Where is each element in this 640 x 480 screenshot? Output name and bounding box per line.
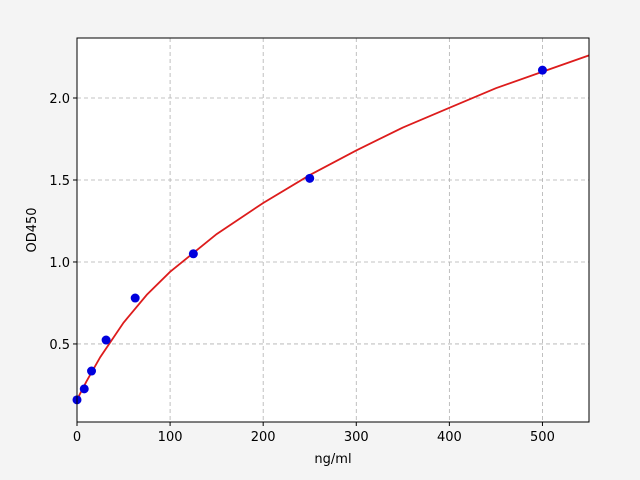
x-tick-label: 300	[344, 430, 369, 445]
marks	[72, 54, 590, 405]
ticks: 0 100 200 300 400 500 0.5 1.0 1.5 2.0	[49, 92, 555, 445]
data-point	[79, 384, 89, 394]
x-tick-label: 0	[73, 430, 81, 445]
x-tick-label: 200	[251, 430, 276, 445]
data-point	[537, 65, 547, 75]
data-point	[130, 293, 140, 303]
data-point	[305, 173, 315, 183]
y-tick-label: 1.0	[49, 256, 70, 271]
x-tick-label: 100	[158, 430, 183, 445]
y-tick-label: 1.5	[49, 174, 70, 189]
y-axis-label: OD450	[25, 207, 40, 252]
plot-frame	[76, 37, 590, 423]
data-point	[188, 249, 198, 259]
x-tick-label: 500	[530, 430, 555, 445]
y-tick-label: 2.0	[49, 92, 70, 107]
x-axis-label: ng/ml	[314, 452, 351, 467]
x-tick-label: 400	[437, 430, 462, 445]
y-tick-label: 0.5	[49, 338, 70, 353]
data-point	[87, 366, 97, 376]
fit-curve	[76, 54, 590, 401]
plot-area	[77, 38, 589, 422]
data-point	[101, 335, 111, 345]
